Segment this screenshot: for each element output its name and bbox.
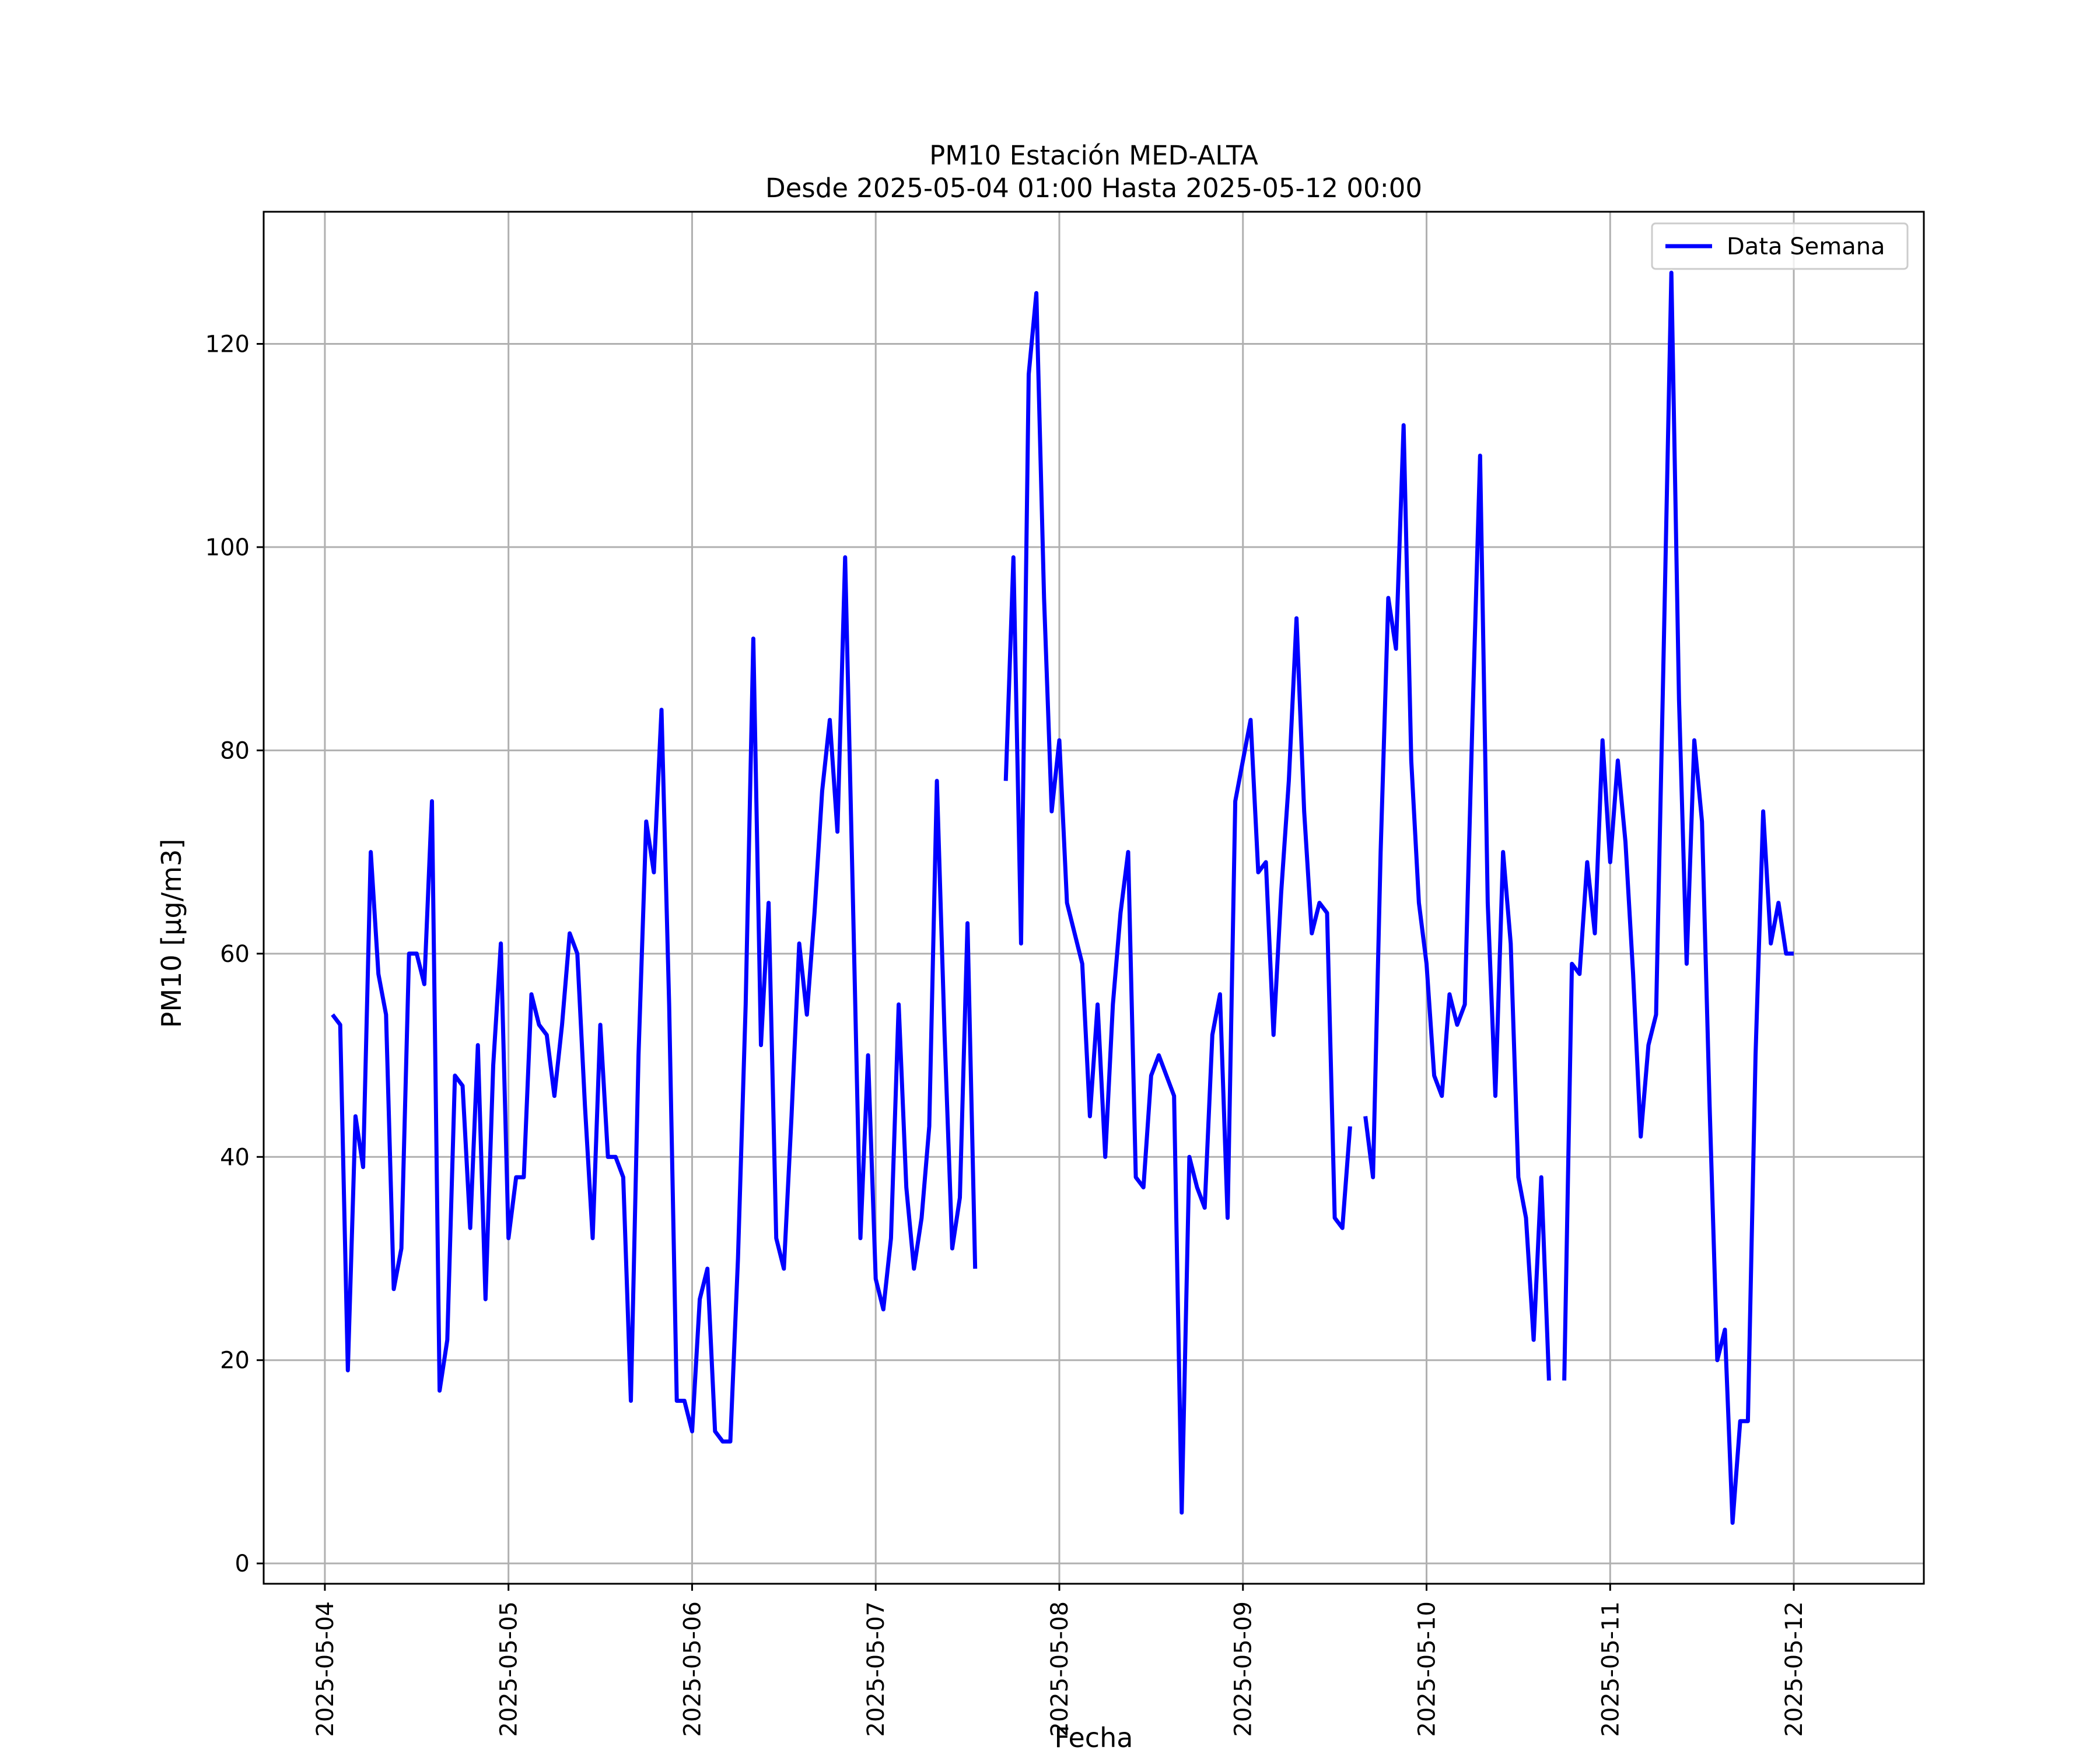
series-line-segment: [1363, 423, 1551, 1381]
legend-label: Data Semana: [1727, 233, 1885, 260]
y-tick-label: 0: [235, 1550, 250, 1577]
chart-title-line-2: Desde 2025-05-04 01:00 Hasta 2025-05-12 …: [765, 173, 1422, 204]
series-line-segment: [1003, 290, 1352, 1515]
x-tick-label: 2025-05-04: [312, 1601, 339, 1737]
y-tick-label: 100: [205, 534, 250, 561]
series-line-segment: [331, 555, 978, 1444]
x-tick-label: 2025-05-07: [863, 1601, 890, 1737]
y-tick-label: 60: [220, 941, 250, 968]
chart-title-line-1: PM10 Estación MED-ALTA: [929, 140, 1258, 171]
y-tick-label: 120: [205, 331, 250, 358]
axis-ticks: 2025-05-04 2025-05-05 2025-05-06 2025-05-07…: [205, 331, 1808, 1737]
y-tick-label: 80: [220, 737, 250, 764]
x-tick-label: 2025-05-06: [679, 1601, 706, 1737]
y-axis-label: PM10 [μg/m3]: [156, 839, 187, 1028]
grid-lines: [264, 212, 1924, 1584]
x-tick-label: 2025-05-10: [1414, 1601, 1441, 1737]
x-tick-label: 2025-05-08: [1046, 1601, 1073, 1737]
legend-box: [1651, 222, 1909, 270]
series-lines: [331, 271, 1794, 1525]
x-tick-label: 2025-05-09: [1230, 1601, 1257, 1737]
x-tick-label: 2025-05-12: [1781, 1601, 1808, 1737]
x-tick-label: 2025-05-11: [1597, 1601, 1624, 1737]
y-tick-label: 20: [220, 1348, 250, 1374]
x-axis-label: Fecha: [1055, 1722, 1133, 1750]
x-tick-label: 2025-05-05: [496, 1601, 523, 1737]
series-line-segment: [1562, 271, 1794, 1525]
plot-area-border: [262, 211, 1925, 1585]
legend: Data Semana: [1651, 222, 1909, 270]
y-tick-label: 40: [220, 1144, 250, 1171]
plot-frame: [262, 211, 1925, 1585]
